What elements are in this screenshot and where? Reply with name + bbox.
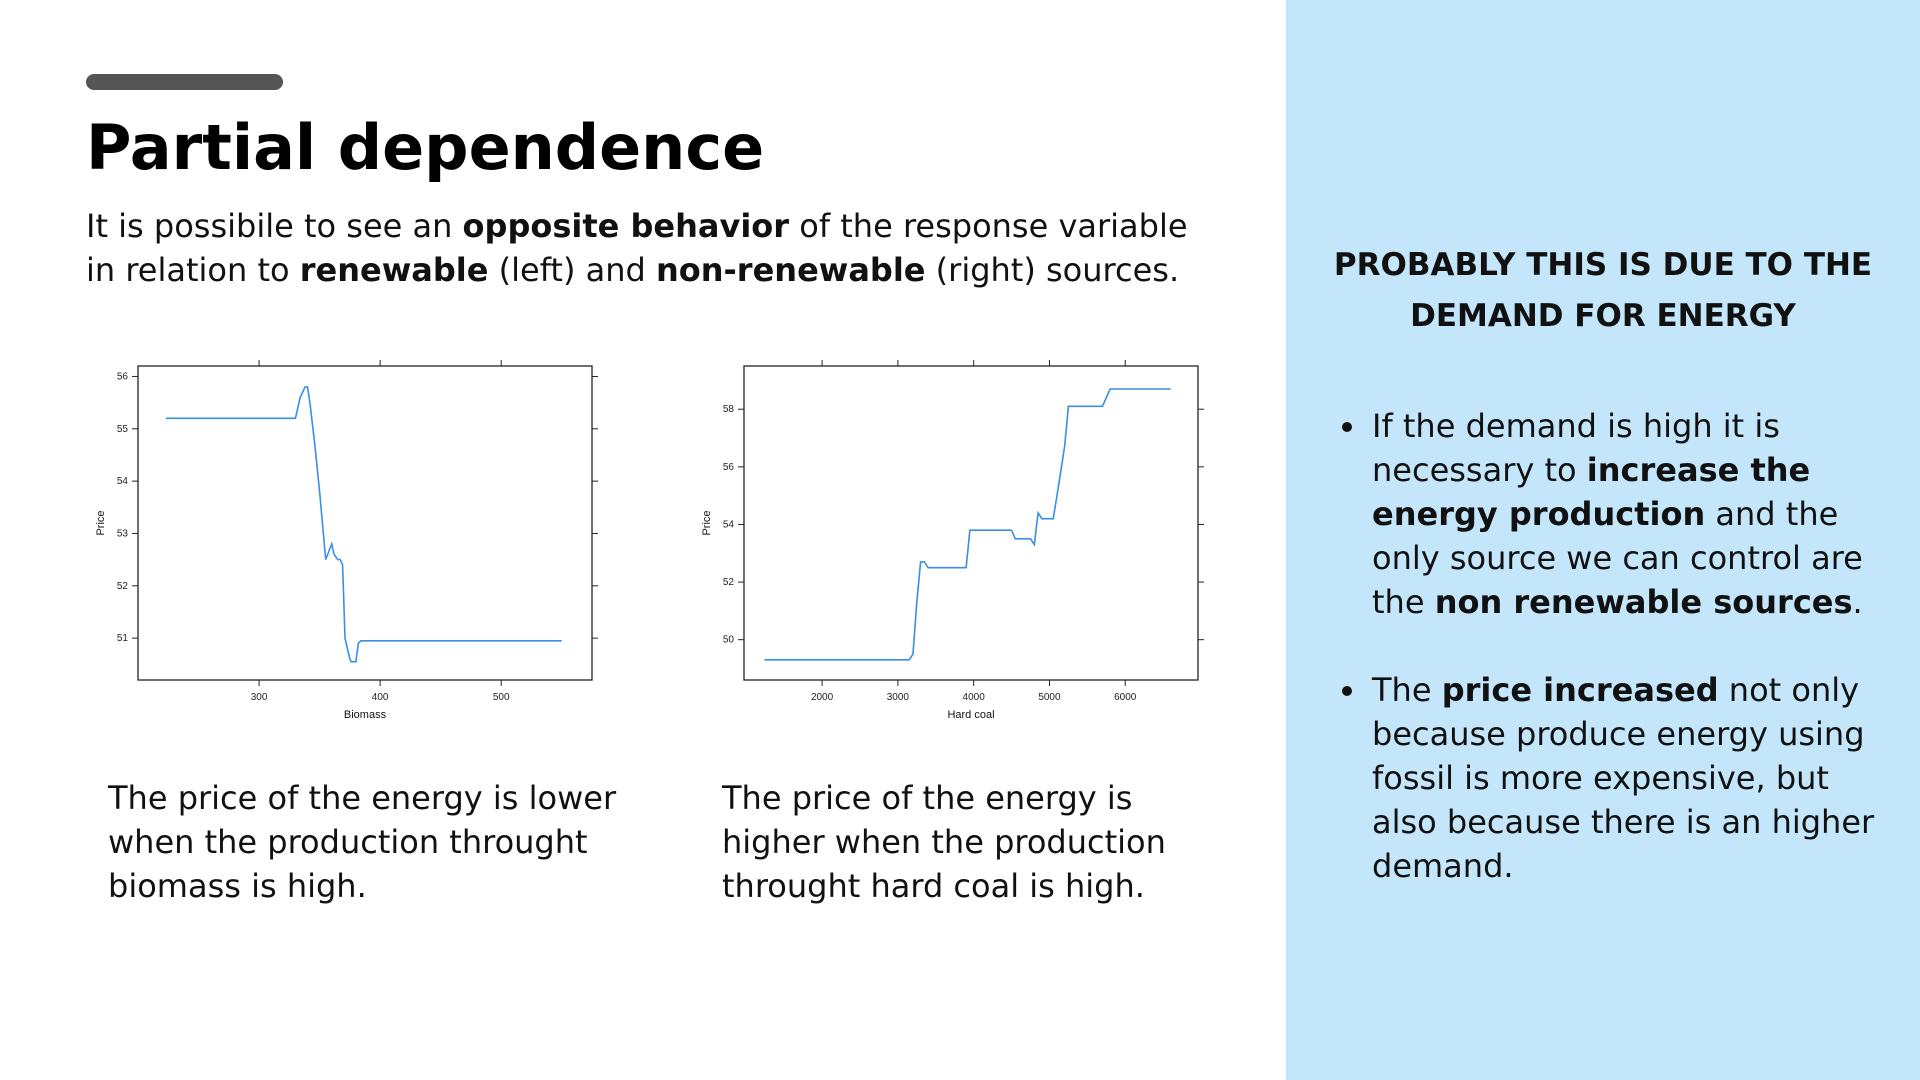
slide-left-area: Partial dependence It is possibile to se… <box>86 74 1226 905</box>
emphasis-text: increase the energy production <box>1372 451 1811 533</box>
x-tick-label: 400 <box>372 692 389 703</box>
y-tick-label: 52 <box>117 581 129 592</box>
y-tick-label: 54 <box>117 476 129 487</box>
y-tick-label: 58 <box>723 404 735 415</box>
biomass-partial-dependence-chart: 300 400 500 51 52 53 54 55 56 Biomass Price <box>95 360 598 721</box>
series-line <box>165 386 562 663</box>
series-line <box>764 388 1171 661</box>
y-tick-label: 50 <box>723 635 735 646</box>
hard-coal-partial-dependence-chart: 2000 3000 4000 5000 6000 50 52 54 56 58 Hard coal P… <box>701 360 1204 721</box>
side-panel <box>1286 0 1920 1080</box>
side-panel-heading: PROBABLY THIS IS DUE TO THE DEMAND FOR E… <box>1333 247 1873 334</box>
text-run: of the response variable in relation to <box>86 207 1188 289</box>
text-run: not only because produce energy using fo… <box>1372 671 1875 885</box>
caption-biomass: The price of the energy is lower when th… <box>108 779 617 905</box>
x-axis-label: Hard coal <box>947 709 994 721</box>
y-tick-label: 55 <box>117 424 129 435</box>
x-tick-label: 2000 <box>811 692 834 703</box>
page-title: Partial dependence <box>86 111 765 184</box>
x-tick-label: 3000 <box>887 692 910 703</box>
x-tick-label: 500 <box>493 692 510 703</box>
emphasis-text: non-renewable <box>655 251 926 289</box>
text-run: If the demand is high it is necessary to <box>1372 407 1780 489</box>
x-tick-label: 6000 <box>1114 692 1137 703</box>
text-run: The <box>1372 671 1442 709</box>
bullet-item: The price increased not only because pro… <box>1326 668 1900 888</box>
x-tick-label: 300 <box>251 692 268 703</box>
x-axis-label: Biomass <box>344 709 387 721</box>
text-run: and the only source we can control are t… <box>1372 495 1863 621</box>
y-axis-label: Price <box>701 510 713 535</box>
y-tick-label: 51 <box>117 633 129 644</box>
y-tick-label: 56 <box>117 371 129 382</box>
caption-hard-coal: The price of the energy is higher when t… <box>722 779 1166 905</box>
y-tick-label: 52 <box>723 577 735 588</box>
subtitle-paragraph: It is possibile to see an opposite behav… <box>86 204 1226 292</box>
emphasis-text: non renewable sources <box>1434 583 1853 621</box>
bullet-item: If the demand is high it is necessary to… <box>1326 404 1900 624</box>
emphasis-text: renewable <box>299 251 489 289</box>
plot-frame <box>137 365 593 681</box>
text-run: It is possibile to see an <box>86 207 463 245</box>
emphasis-text: opposite behavior <box>462 207 790 245</box>
accent-bar <box>86 74 283 90</box>
side-panel-bullet-list: If the demand is high it is necessary to… <box>1326 404 1900 932</box>
text-run: . <box>1852 583 1863 621</box>
y-tick-label: 54 <box>723 519 735 530</box>
emphasis-text: price increased <box>1441 671 1719 709</box>
text-run: (left) and <box>488 251 656 289</box>
x-tick-label: 5000 <box>1038 692 1061 703</box>
plot-frame <box>743 365 1199 681</box>
y-axis-label: Price <box>95 510 107 535</box>
x-tick-label: 4000 <box>963 692 986 703</box>
y-tick-label: 56 <box>723 462 735 473</box>
text-run: (right) sources. <box>925 251 1180 289</box>
y-tick-label: 53 <box>117 528 129 539</box>
